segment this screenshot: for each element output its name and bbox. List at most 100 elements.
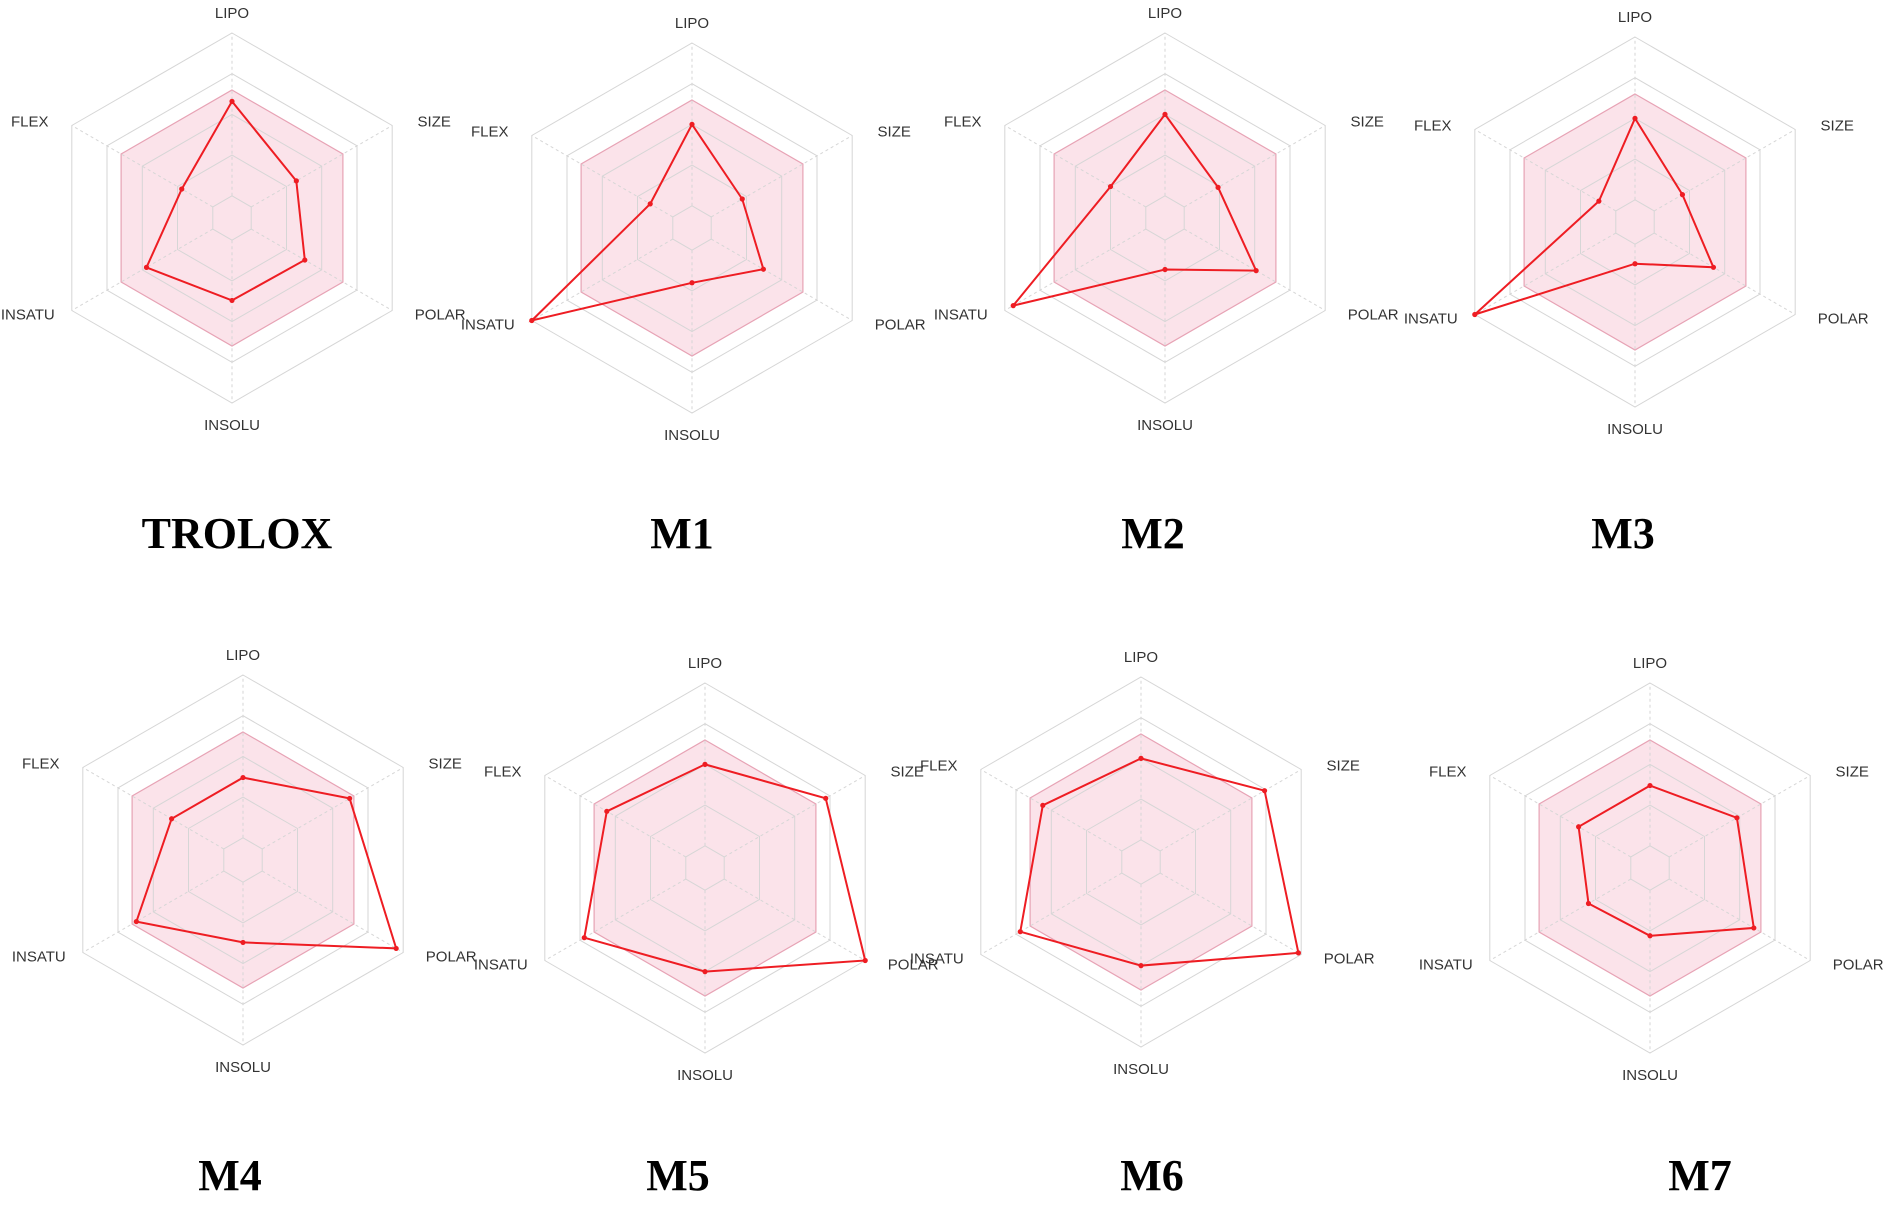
optimal-range-band [593,739,817,997]
optimal-range-band [131,731,355,989]
point-size [739,196,745,202]
axis-label-flex: FLEX [471,124,509,141]
axis-label-flex: FLEX [1414,118,1452,135]
point-polar [862,957,868,964]
point-insatu [1472,311,1478,318]
point-insatu [1017,929,1023,935]
axis-label-polar: POLAR [415,307,466,324]
point-polar [1751,925,1757,931]
axis-label-insolu: INSOLU [1622,1067,1678,1084]
axis-label-size: SIZE [878,124,911,141]
grid-ring [177,154,287,282]
point-polar [1295,950,1301,956]
point-lipo [1647,782,1653,789]
grid-ring [188,796,298,924]
axis-label-polar: POLAR [426,949,477,966]
axis-label-lipo: LIPO [1124,649,1158,666]
radar-chart-m4: LIPO SIZE POLAR INSOLU INSATU FLEX M4 [12,647,477,1200]
radar-chart-m2: LIPO SIZE POLAR INSOLU INSATU FLEX M2 [934,5,1399,558]
optimal-range-band [1029,733,1253,991]
point-lipo [229,98,235,104]
grid-ring [601,123,783,333]
point-insolu [240,939,246,946]
molecule-name: M1 [650,509,714,558]
grid-ring [1580,158,1690,286]
point-lipo [689,121,695,127]
point-size [823,795,829,801]
axis-label-insatu: INSATU [474,957,528,974]
point-flex [179,186,185,192]
axis-label-flex: FLEX [944,114,982,131]
point-lipo [702,761,708,768]
axis-label-size: SIZE [1351,114,1384,131]
axis-label-insolu: INSOLU [1607,421,1663,438]
optimal-range-band [580,99,804,357]
axis-label-size: SIZE [1821,118,1854,135]
molecule-name: M7 [1668,1151,1732,1200]
point-insolu [1138,963,1144,969]
axis-label-insatu: INSATU [910,951,964,968]
radar-chart-m6: LIPO SIZE POLAR INSOLU INSATU FLEX M6 [910,649,1375,1200]
point-size [1215,184,1221,190]
point-size [1679,192,1686,198]
grid-ring [1559,763,1741,973]
molecule-name: M4 [198,1151,262,1200]
point-flex [1107,183,1114,190]
grid-ring [637,164,747,292]
point-polar [1253,268,1259,274]
axis-label-polar: POLAR [875,317,926,334]
molecule-name: TROLOX [142,509,333,558]
axis-label-size: SIZE [891,764,924,781]
grid-ring [1074,113,1256,323]
axis-label-lipo: LIPO [1633,655,1667,672]
axis-label-insolu: INSOLU [1137,417,1193,434]
axis-label-insatu: INSATU [1419,957,1473,974]
point-insolu [1632,261,1638,267]
point-size [347,795,353,802]
point-polar [302,257,308,263]
point-flex [1596,198,1602,204]
axis-label-lipo: LIPO [215,5,249,22]
axis-label-flex: FLEX [1429,764,1467,781]
point-size [1261,788,1268,794]
grid-ring [1544,117,1726,327]
point-size [293,178,299,184]
point-insatu [143,264,150,270]
grid-ring [1595,804,1705,932]
axis-label-flex: FLEX [11,114,49,131]
axis-label-polar: POLAR [888,957,939,974]
point-insolu [689,280,695,286]
point-insatu [133,918,139,925]
point-size [1734,815,1740,821]
axis-label-insolu: INSOLU [215,1059,271,1076]
axis-label-size: SIZE [1836,764,1869,781]
point-lipo [240,774,246,781]
point-insolu [1162,266,1168,273]
point-polar [760,266,766,272]
axis-label-lipo: LIPO [226,647,260,664]
point-insolu [229,297,235,304]
axis-label-polar: POLAR [1348,307,1399,324]
grid-ring [152,755,334,965]
point-flex [1040,802,1046,808]
point-flex [1576,824,1582,830]
point-flex [604,808,610,814]
point-flex [647,201,653,207]
point-flex [169,816,175,822]
molecule-name: M6 [1120,1151,1184,1200]
molecule-name: M3 [1591,509,1655,558]
grid-ring [141,113,323,323]
point-polar [393,945,399,952]
point-insatu [1010,303,1016,309]
point-insatu [529,317,535,324]
axis-label-insatu: INSATU [461,317,515,334]
axis-label-lipo: LIPO [1618,9,1652,26]
axis-label-size: SIZE [1327,758,1360,775]
axis-label-polar: POLAR [1324,951,1375,968]
axis-label-insatu: INSATU [12,949,66,966]
axis-label-insolu: INSOLU [204,417,260,434]
molecule-name: M5 [646,1151,710,1200]
axis-label-polar: POLAR [1818,311,1869,328]
radar-chart-m3: LIPO SIZE POLAR INSOLU INSATU FLEX M3 [1404,9,1869,558]
